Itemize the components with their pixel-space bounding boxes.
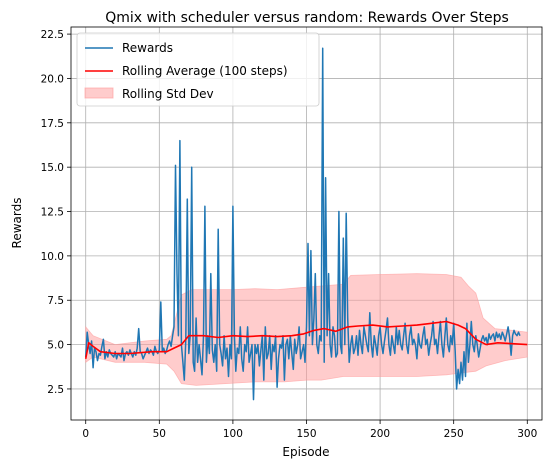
legend: Rewards Rolling Average (100 steps) Roll… [76,32,320,107]
rewards-line [84,47,521,401]
chart-title: Qmix with scheduler versus random: Rewar… [105,10,509,26]
rewards-series [84,47,521,401]
x-axis: 0 50 100 150 200 250 300 [82,420,537,440]
x-tick-label: 150 [296,428,316,440]
y-axis-label: Rewards [10,198,24,249]
y-tick-label: 7.5 [47,295,64,307]
legend-rolling-average-label: Rolling Average (100 steps) [122,64,288,78]
x-tick-label: 0 [82,428,89,440]
y-tick-label: 5.0 [47,340,64,352]
x-tick-label: 250 [444,428,464,440]
legend-rewards-label: Rewards [122,41,173,55]
y-tick-label: 22.5 [41,29,64,41]
y-tick-label: 17.5 [41,118,64,130]
y-tick-label: 10.0 [41,251,64,263]
grid [71,27,542,420]
legend-box [76,32,320,107]
y-tick-label: 20.0 [41,73,64,85]
x-tick-label: 100 [223,428,243,440]
rolling-average-line [84,320,528,359]
rolling-average-series [84,320,528,359]
legend-std-swatch [84,87,114,99]
x-tick-label: 200 [370,428,390,440]
y-tick-label: 2.5 [47,384,64,396]
x-axis-label: Episode [282,445,329,459]
x-tick-label: 300 [517,428,537,440]
y-axis: 2.5 5.0 7.5 10.0 12.5 15.0 17.5 20.0 22.5 [41,29,71,396]
y-tick-label: 12.5 [41,207,64,219]
legend-std-label: Rolling Std Dev [122,87,214,101]
y-tick-label: 15.0 [41,162,64,174]
x-tick-label: 50 [153,428,166,440]
